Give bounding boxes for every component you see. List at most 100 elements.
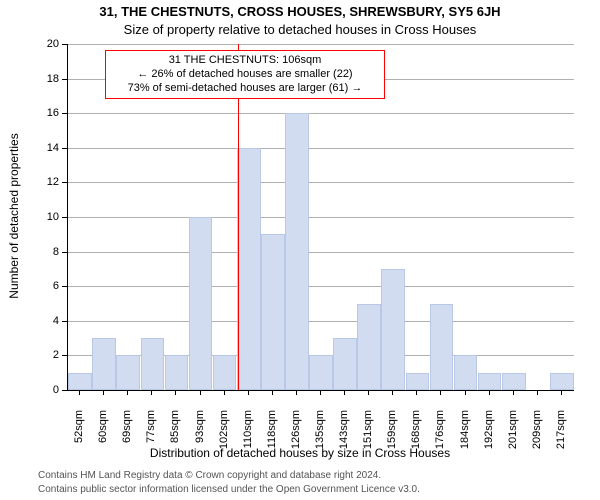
x-tick-mark <box>344 390 345 395</box>
bar <box>68 373 92 390</box>
y-tick-label: 12 <box>0 176 59 188</box>
gridline <box>68 182 574 183</box>
y-tick-label: 16 <box>0 107 59 119</box>
bar <box>478 373 502 390</box>
x-tick-label: 135sqm <box>314 410 326 460</box>
y-tick-mark <box>62 79 67 80</box>
x-tick-label: 102sqm <box>218 410 230 460</box>
y-tick-mark <box>62 390 67 391</box>
x-tick-mark <box>151 390 152 395</box>
y-tick-label: 20 <box>0 38 59 50</box>
x-tick-label: 184sqm <box>459 410 471 460</box>
x-tick-mark <box>561 390 562 395</box>
x-tick-mark <box>175 390 176 395</box>
y-tick-mark <box>62 113 67 114</box>
x-tick-mark <box>127 390 128 395</box>
x-tick-mark <box>103 390 104 395</box>
bar <box>92 338 116 390</box>
annotation-line: 31 THE CHESTNUTS: 106sqm <box>112 54 378 68</box>
y-tick-label: 18 <box>0 73 59 85</box>
page-title-line2: Size of property relative to detached ho… <box>0 22 600 37</box>
y-tick-label: 8 <box>0 246 59 258</box>
y-tick-label: 0 <box>0 384 59 396</box>
bar <box>454 355 478 390</box>
bar <box>309 355 333 390</box>
x-tick-label: 118sqm <box>266 410 278 460</box>
gridline <box>68 286 574 287</box>
gridline <box>68 44 574 45</box>
y-tick-label: 10 <box>0 211 59 223</box>
bar <box>333 338 357 390</box>
annotation-line: ← 26% of detached houses are smaller (22… <box>112 68 378 82</box>
y-tick-label: 6 <box>0 280 59 292</box>
bar <box>141 338 165 390</box>
bar <box>285 113 309 390</box>
y-tick-label: 4 <box>0 315 59 327</box>
x-tick-mark <box>296 390 297 395</box>
x-tick-mark <box>320 390 321 395</box>
y-tick-mark <box>62 217 67 218</box>
y-tick-mark <box>62 355 67 356</box>
x-tick-label: 69sqm <box>121 410 133 460</box>
gridline <box>68 148 574 149</box>
x-tick-label: 110sqm <box>242 410 254 460</box>
x-tick-label: 52sqm <box>73 410 85 460</box>
x-tick-mark <box>224 390 225 395</box>
x-tick-label: 77sqm <box>145 410 157 460</box>
page-title-line1: 31, THE CHESTNUTS, CROSS HOUSES, SHREWSB… <box>0 4 600 19</box>
bar <box>550 373 574 390</box>
bar <box>406 373 430 390</box>
x-tick-mark <box>79 390 80 395</box>
x-tick-label: 151sqm <box>362 410 374 460</box>
gridline <box>68 321 574 322</box>
gridline <box>68 217 574 218</box>
bar <box>381 269 405 390</box>
x-tick-label: 93sqm <box>194 410 206 460</box>
bar <box>430 304 454 391</box>
x-tick-label: 201sqm <box>507 410 519 460</box>
x-tick-mark <box>537 390 538 395</box>
bar <box>502 373 526 390</box>
y-tick-label: 14 <box>0 142 59 154</box>
x-tick-mark <box>392 390 393 395</box>
x-tick-mark <box>489 390 490 395</box>
x-tick-label: 176sqm <box>434 410 446 460</box>
x-tick-mark <box>465 390 466 395</box>
bar <box>165 355 189 390</box>
annotation-box: 31 THE CHESTNUTS: 106sqm ← 26% of detach… <box>105 50 385 99</box>
bar <box>189 217 213 390</box>
footer-line-2: Contains public sector information licen… <box>38 484 420 495</box>
gridline <box>68 252 574 253</box>
bar <box>116 355 140 390</box>
y-tick-mark <box>62 286 67 287</box>
bar <box>357 304 381 391</box>
x-tick-label: 85sqm <box>169 410 181 460</box>
y-tick-mark <box>62 182 67 183</box>
x-tick-mark <box>368 390 369 395</box>
x-tick-mark <box>513 390 514 395</box>
x-tick-label: 217sqm <box>555 410 567 460</box>
x-tick-label: 168sqm <box>410 410 422 460</box>
gridline <box>68 113 574 114</box>
bar <box>261 234 285 390</box>
x-tick-label: 192sqm <box>483 410 495 460</box>
y-tick-mark <box>62 44 67 45</box>
y-tick-mark <box>62 148 67 149</box>
y-tick-mark <box>62 321 67 322</box>
y-tick-mark <box>62 252 67 253</box>
footer-line-1: Contains HM Land Registry data © Crown c… <box>38 470 381 481</box>
bar <box>213 355 237 390</box>
x-tick-label: 209sqm <box>531 410 543 460</box>
y-tick-label: 2 <box>0 349 59 361</box>
x-tick-label: 143sqm <box>338 410 350 460</box>
x-tick-mark <box>416 390 417 395</box>
x-tick-label: 126sqm <box>290 410 302 460</box>
x-tick-mark <box>440 390 441 395</box>
x-tick-mark <box>248 390 249 395</box>
x-tick-label: 60sqm <box>97 410 109 460</box>
bar <box>237 148 261 390</box>
annotation-line: 73% of semi-detached houses are larger (… <box>112 82 378 96</box>
x-tick-mark <box>272 390 273 395</box>
x-tick-label: 159sqm <box>386 410 398 460</box>
x-tick-mark <box>200 390 201 395</box>
